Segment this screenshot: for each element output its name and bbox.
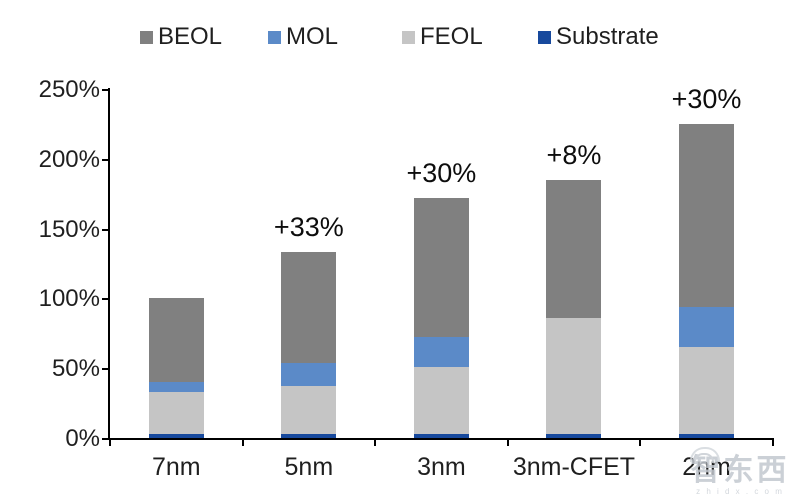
y-tick-label: 100% [38, 285, 100, 313]
x-tick [771, 438, 774, 446]
legend-swatch-feol-icon [402, 30, 415, 44]
bar-segment-mol-7nm [148, 382, 204, 392]
x-tick [241, 438, 244, 446]
y-tick-label: 250% [38, 76, 100, 103]
bar-segment-substrate-3nm [413, 433, 469, 438]
x-axis-line [107, 438, 774, 440]
bar-segment-mol-2nm [679, 306, 735, 348]
bar-segment-feol-3nm [413, 366, 469, 434]
y-tick-label: 0% [65, 425, 100, 452]
legend-swatch-substrate-icon [538, 30, 551, 44]
x-axis-label-3nm-CFET: 3nm-CFET [512, 453, 636, 481]
legend-label: BEOL [158, 23, 223, 50]
x-axis-label-3nm: 3nm [417, 453, 466, 481]
x-axis-label-7nm: 7nm [151, 453, 201, 481]
bar-segment-substrate-7nm [148, 433, 204, 438]
x-axis-label-2nm: 2nm [682, 453, 731, 481]
legend-item-feol: FEOL [402, 24, 483, 50]
x-axis-label-5nm: 5nm [284, 453, 334, 481]
bar-segment-beol-2nm [679, 123, 735, 307]
y-tick-label: 50% [51, 355, 100, 383]
y-tick-label: 150% [38, 215, 100, 243]
bar-increase-label-2nm: +30% [671, 83, 742, 114]
bar-segment-substrate-3nm-CFET [546, 433, 602, 438]
y-tick-label: 200% [38, 145, 100, 173]
x-tick [374, 438, 377, 446]
watermark-latin-text: z h i d x . c o m [696, 487, 784, 496]
legend-swatch-beol-icon [140, 30, 153, 44]
legend-label: FEOL [420, 23, 483, 50]
x-tick [639, 438, 642, 446]
y-tick [102, 228, 108, 231]
bar-segment-feol-3nm-CFET [546, 317, 602, 434]
y-axis-line [108, 88, 110, 440]
bar-segment-feol-7nm [148, 391, 204, 434]
legend-swatch-mol-icon [268, 30, 281, 44]
x-tick [506, 438, 509, 446]
y-tick [102, 368, 108, 371]
legend-label: MOL [286, 23, 339, 50]
bar-increase-label-3nm-CFET: +8% [546, 139, 602, 170]
legend-item-substrate: Substrate [538, 24, 659, 50]
legend-item-mol: MOL [268, 24, 338, 50]
bar-segment-substrate-5nm [281, 433, 337, 438]
y-tick [102, 89, 108, 91]
y-tick [102, 158, 108, 161]
bar-increase-label-5nm: +33% [273, 212, 344, 243]
bar-increase-label-3nm: +30% [406, 157, 477, 188]
bar-segment-feol-2nm [679, 347, 735, 434]
bar-segment-beol-3nm [413, 197, 469, 338]
bar-segment-substrate-2nm [679, 433, 735, 438]
legend-item-beol: BEOL [140, 24, 222, 50]
bar-segment-beol-3nm-CFET [546, 179, 602, 318]
bar-segment-feol-5nm [281, 386, 337, 434]
bar-segment-beol-7nm [148, 298, 204, 383]
bar-segment-mol-5nm [281, 362, 337, 387]
y-tick [102, 298, 108, 301]
y-tick [102, 438, 108, 440]
x-tick [109, 438, 111, 446]
bar-segment-mol-3nm [413, 337, 469, 367]
legend-label: Substrate [556, 23, 659, 50]
bar-segment-beol-5nm [281, 252, 337, 363]
